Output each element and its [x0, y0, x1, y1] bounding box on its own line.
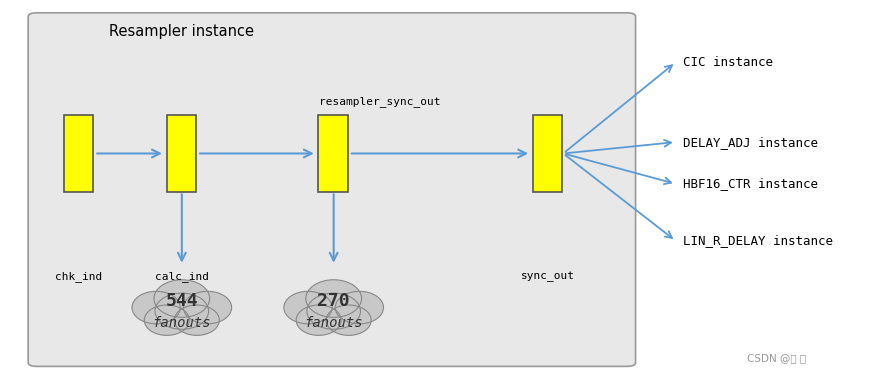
Text: LIN_R_DELAY instance: LIN_R_DELAY instance	[683, 234, 833, 247]
Text: HBF16_CTR instance: HBF16_CTR instance	[683, 177, 818, 190]
Ellipse shape	[154, 280, 210, 318]
Text: fanouts: fanouts	[305, 316, 363, 330]
Ellipse shape	[155, 293, 209, 329]
Text: Resampler instance: Resampler instance	[108, 24, 254, 39]
Text: CIC instance: CIC instance	[683, 56, 773, 69]
Text: 270: 270	[317, 292, 350, 310]
Ellipse shape	[284, 291, 332, 324]
Text: sync_out: sync_out	[521, 272, 575, 282]
Ellipse shape	[306, 293, 360, 329]
Text: resampler_sync_out: resampler_sync_out	[319, 96, 441, 107]
FancyBboxPatch shape	[28, 13, 635, 367]
Text: chk_ind: chk_ind	[56, 271, 103, 282]
Ellipse shape	[132, 291, 180, 324]
FancyBboxPatch shape	[167, 115, 196, 192]
Ellipse shape	[335, 291, 383, 324]
Ellipse shape	[297, 305, 341, 336]
FancyBboxPatch shape	[64, 115, 93, 192]
Ellipse shape	[175, 305, 220, 336]
Text: DELAY_ADJ instance: DELAY_ADJ instance	[683, 136, 818, 149]
Text: 544: 544	[166, 292, 198, 310]
Ellipse shape	[326, 305, 371, 336]
Ellipse shape	[184, 291, 232, 324]
Text: calc_ind: calc_ind	[155, 271, 209, 282]
Text: CSDN @冬 升: CSDN @冬 升	[747, 353, 806, 363]
FancyBboxPatch shape	[533, 115, 563, 192]
Ellipse shape	[144, 305, 189, 336]
FancyBboxPatch shape	[318, 115, 348, 192]
Text: fanouts: fanouts	[152, 316, 211, 330]
Ellipse shape	[306, 280, 362, 318]
